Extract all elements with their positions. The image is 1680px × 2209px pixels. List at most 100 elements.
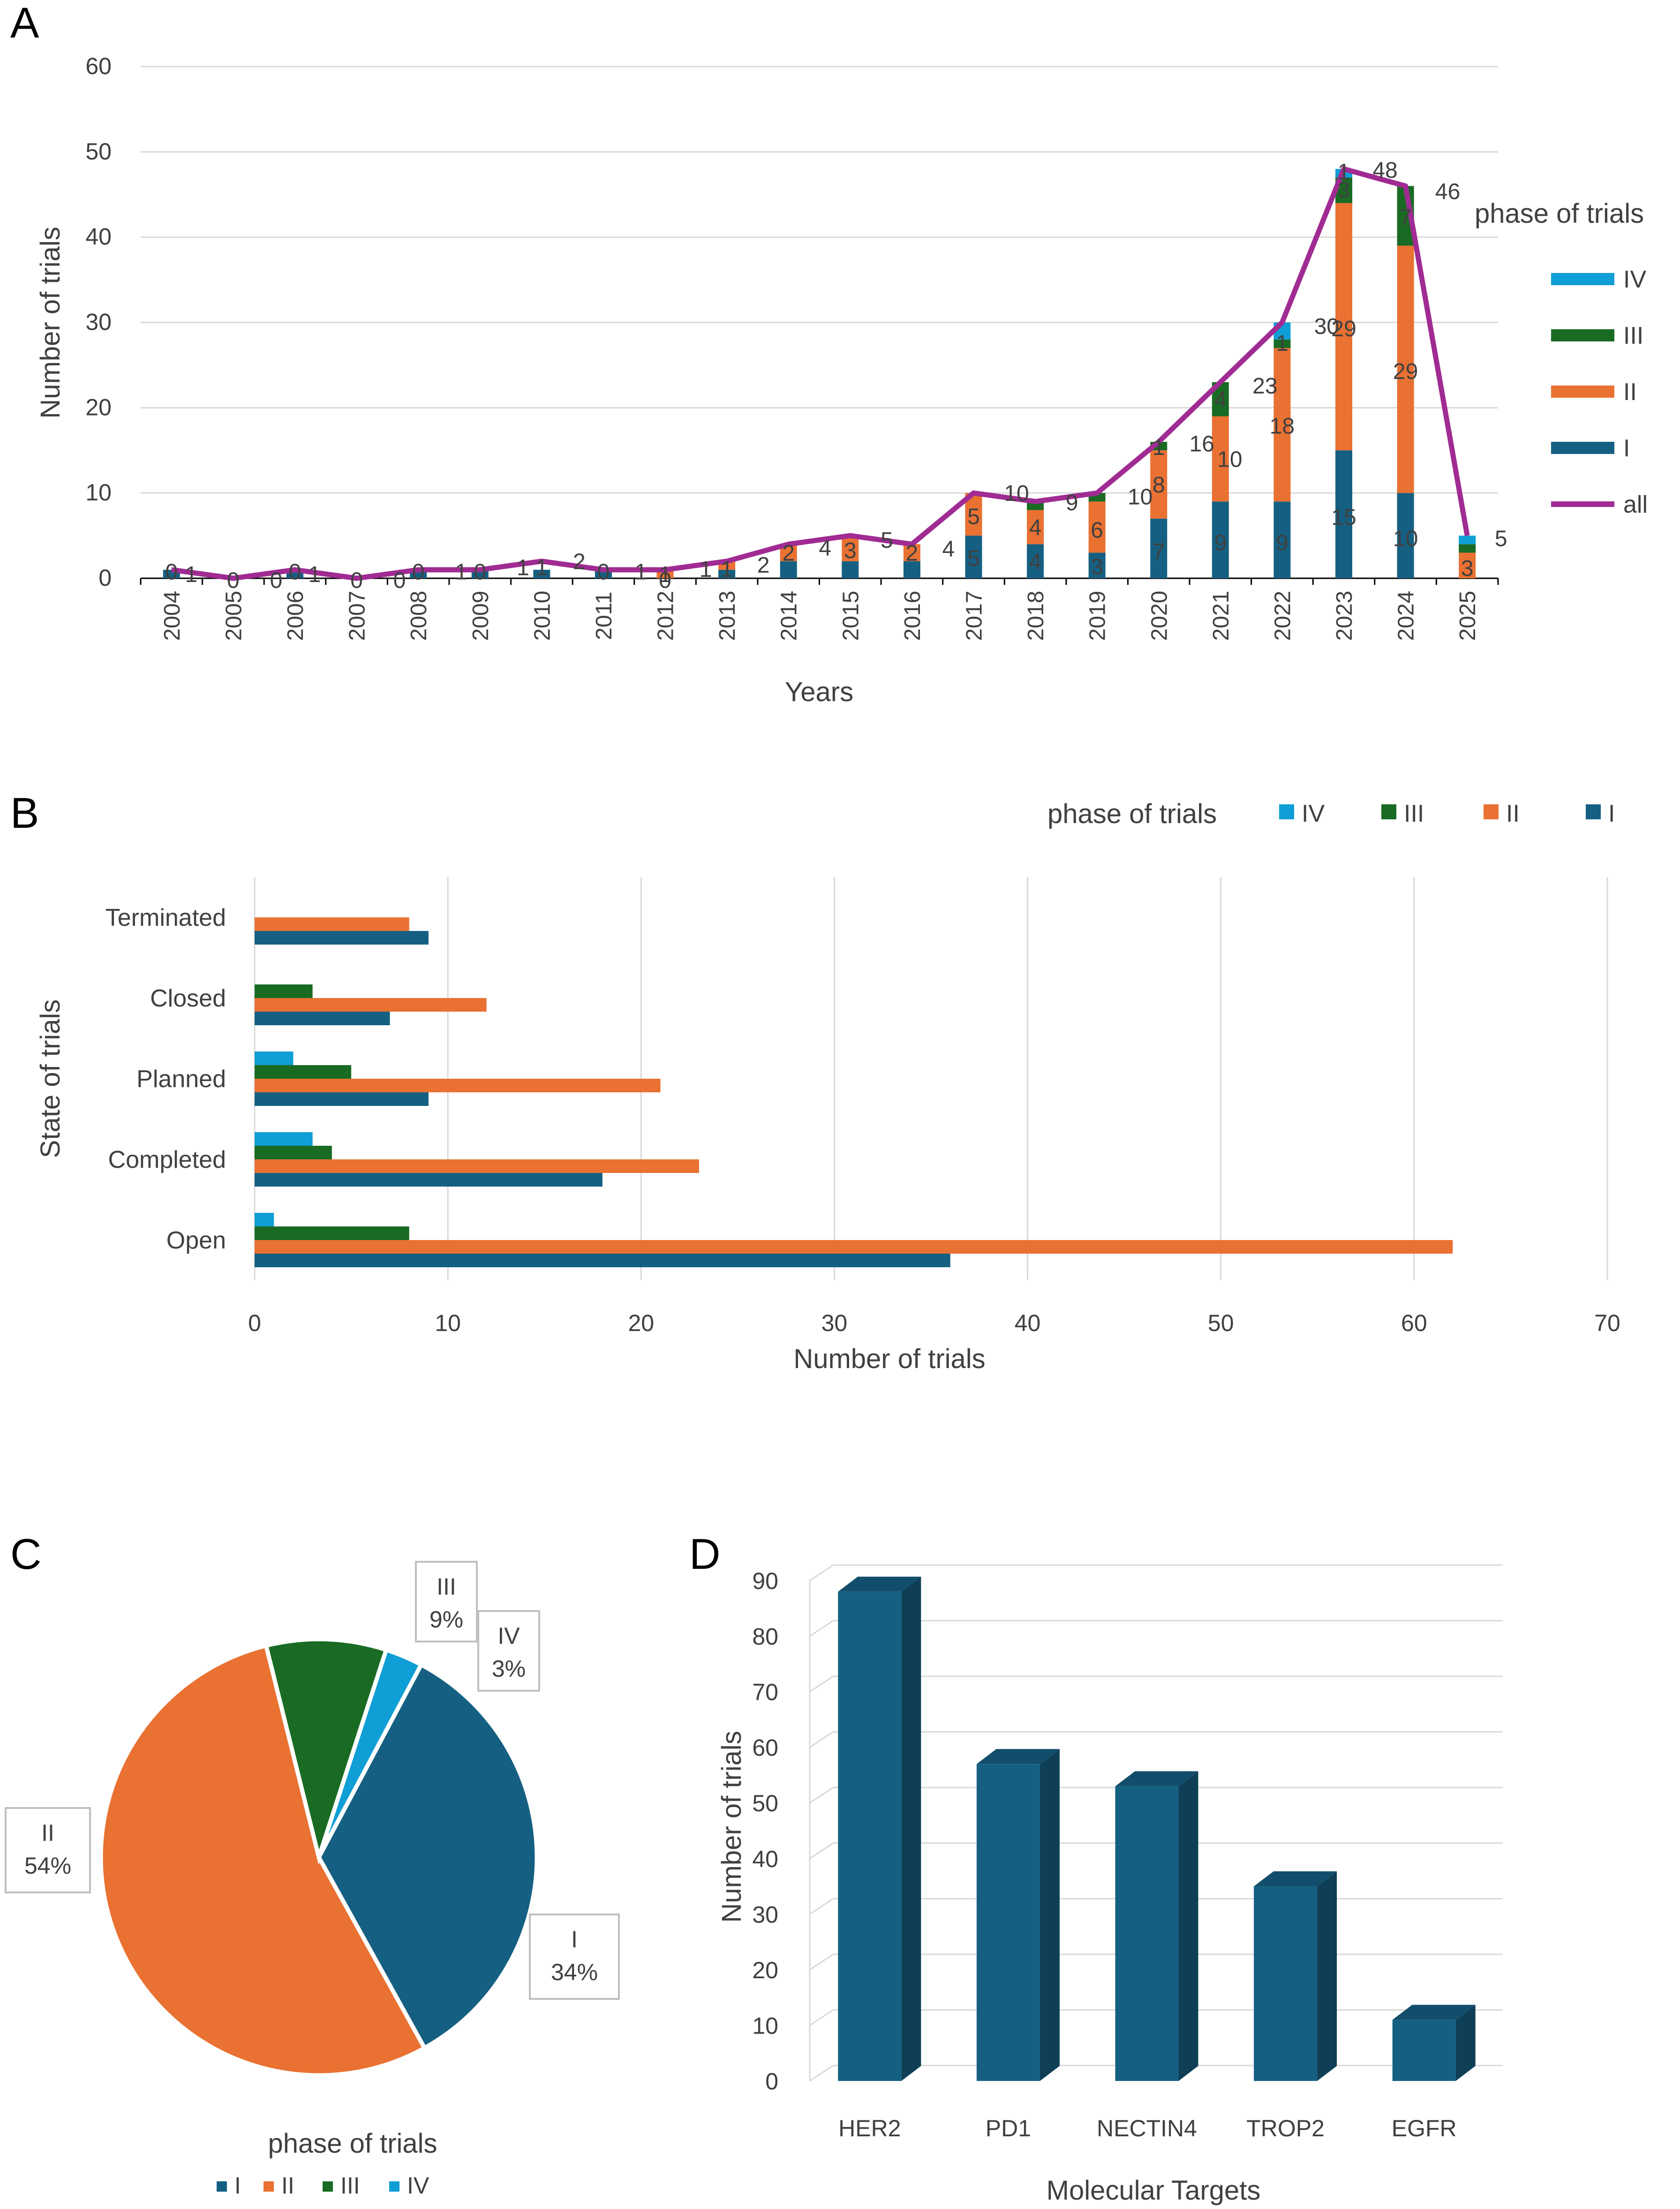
bar-segment-I — [1027, 544, 1044, 578]
x-tick-label: 0 — [248, 1310, 261, 1336]
data-label: 3 — [844, 538, 857, 563]
column-top-face — [1392, 2005, 1476, 2020]
column-PD1 — [976, 1764, 1040, 2081]
bar-segment-I — [965, 536, 982, 578]
bar-segment-II — [1027, 510, 1044, 545]
legend-label: IV — [1302, 800, 1325, 827]
x-tick-label: 2007 — [345, 591, 370, 641]
data-label: 16 — [1190, 432, 1214, 457]
data-label: 7 — [1399, 205, 1412, 230]
bar-II — [255, 1159, 699, 1173]
bar-segment-II — [1335, 203, 1353, 451]
category-label: Terminated — [105, 904, 226, 931]
data-label: 0 — [289, 560, 301, 584]
data-label: 2 — [906, 541, 919, 566]
legend-title: phase of trials — [1047, 799, 1217, 829]
x-axis-title: Molecular Targets — [1047, 2175, 1261, 2206]
y-tick-label: 20 — [85, 394, 112, 420]
bar-III — [255, 1226, 409, 1240]
bar-segment-II — [1088, 501, 1106, 553]
y-tick-label: 80 — [752, 1624, 778, 1650]
column-NECTIN4 — [1115, 1786, 1179, 2081]
y-tick-label: 90 — [752, 1568, 778, 1594]
bar-I — [255, 1254, 950, 1267]
legend-label: IV — [1623, 266, 1646, 293]
y-tick-label: 60 — [752, 1735, 778, 1761]
data-label: 10 — [1393, 527, 1418, 552]
data-label: 9 — [1066, 491, 1078, 515]
legend-label: III — [1623, 322, 1643, 349]
column-HER2 — [838, 1591, 902, 2081]
x-tick-label: 2024 — [1394, 591, 1419, 641]
x-tick-label: 60 — [1401, 1310, 1427, 1336]
bar-segment-III — [1459, 544, 1476, 553]
legend-label: I — [1608, 800, 1615, 827]
bar-segment-I — [1212, 501, 1229, 578]
callout-box-II — [5, 1807, 91, 1893]
data-label: 46 — [1435, 179, 1460, 204]
data-label: 8 — [1153, 473, 1165, 498]
callout-label: III — [437, 1574, 456, 1600]
callout-percent: 3% — [492, 1656, 526, 1682]
data-label: 18 — [1270, 414, 1295, 439]
data-label: 2 — [573, 550, 586, 575]
data-label: 3 — [1461, 556, 1474, 581]
x-tick-label: 2006 — [283, 591, 308, 641]
x-tick-label: 2022 — [1270, 591, 1295, 641]
callout-box-I — [529, 1914, 620, 2000]
callout-label: I — [571, 1926, 578, 1952]
data-label: 5 — [967, 546, 980, 571]
y-tick-label: 70 — [752, 1679, 778, 1705]
legend-label: all — [1623, 491, 1648, 518]
data-label: 1 — [309, 562, 321, 587]
gridline — [809, 1842, 1503, 1860]
panel-label-b: B — [10, 789, 39, 837]
y-tick-label: 60 — [85, 53, 112, 79]
legend-swatch-I — [1586, 804, 1601, 819]
legend-label: II — [1506, 800, 1520, 827]
line-series-all — [171, 166, 1470, 581]
bar-I — [255, 1092, 429, 1106]
data-label: 4 — [1029, 550, 1042, 575]
x-axis-title: Years — [785, 677, 853, 707]
x-tick-label: 2005 — [221, 591, 246, 641]
callout-label: II — [41, 1820, 54, 1846]
data-label: 1 — [700, 557, 712, 582]
data-label: 10 — [1128, 484, 1153, 509]
bar-I — [255, 1173, 603, 1187]
column-side-face — [901, 1576, 921, 2081]
column-EGFR — [1392, 2020, 1456, 2081]
column-top-face — [1254, 1871, 1337, 1887]
bar-segment-II — [1150, 450, 1168, 519]
x-tick-label: 2004 — [160, 591, 185, 641]
data-label: 5 — [967, 504, 980, 529]
data-label: 0 — [393, 568, 406, 593]
bar-II — [255, 917, 409, 931]
data-label: 48 — [1372, 158, 1397, 183]
data-label: 1 — [1338, 160, 1350, 185]
legend-label: IV — [407, 2172, 429, 2199]
legend-swatch-I — [217, 2181, 227, 2192]
bar-segment-II — [1273, 348, 1291, 502]
bar-segment-III — [1027, 501, 1044, 510]
x-tick-label: 20 — [628, 1310, 654, 1336]
x-tick-label: 2011 — [592, 591, 617, 640]
data-label: 4 — [1214, 387, 1227, 412]
callout-box-III — [415, 1561, 478, 1642]
callout-label: IV — [497, 1623, 520, 1649]
y-axis-title: Number of trials — [35, 227, 66, 418]
data-label: 0 — [412, 560, 425, 584]
x-tick-label: 2008 — [407, 591, 431, 641]
y-tick-label: 20 — [752, 1957, 778, 1983]
legend-swatch-I — [1551, 442, 1614, 454]
data-label: 5 — [881, 528, 893, 553]
data-label: 30 — [1314, 314, 1339, 339]
legend-swatch-II — [1484, 804, 1499, 819]
category-label: Completed — [108, 1146, 226, 1173]
x-tick-label: 2016 — [900, 591, 925, 641]
x-tick-label: EGFR — [1392, 2115, 1457, 2141]
x-tick-label: 40 — [1015, 1310, 1041, 1336]
y-tick-label: 40 — [85, 224, 112, 250]
x-tick-label: 2009 — [468, 591, 493, 641]
bar-segment-I — [842, 561, 859, 578]
